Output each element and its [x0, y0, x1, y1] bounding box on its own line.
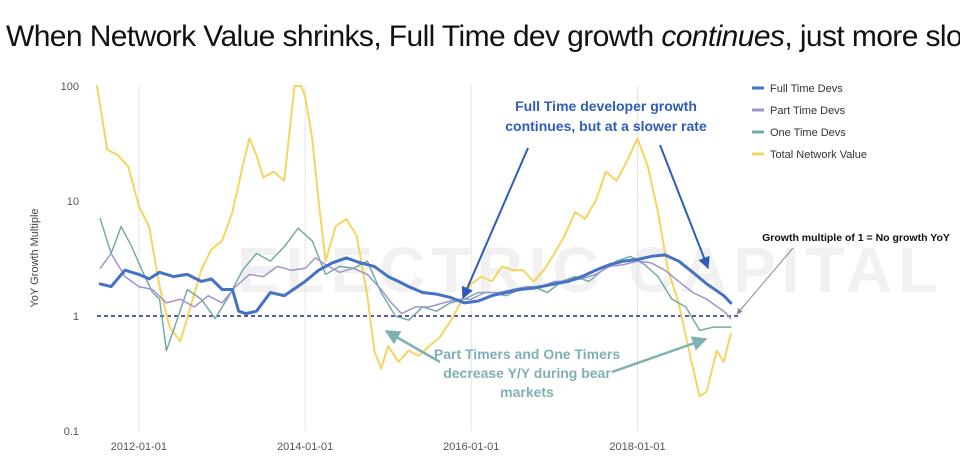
- y-tick-label: 1: [73, 311, 79, 323]
- title-emphasis: continues: [661, 20, 785, 53]
- annotation-full-time-line: continues, but at a slower rate: [505, 118, 707, 134]
- series-line-total-network-value: [96, 85, 732, 398]
- y-tick-label: 10: [67, 196, 79, 208]
- legend-label-total-network-value: Total Network Value: [770, 149, 867, 161]
- series-line-part-time-devs: [99, 252, 732, 320]
- x-tick-label: 2012-01-01: [111, 441, 167, 453]
- annotation-arrow-growth: [736, 247, 794, 315]
- slide-title: When Network Value shrinks, Full Time de…: [6, 20, 960, 54]
- legend-label-one-time-devs: One Time Devs: [770, 127, 846, 139]
- annotation-part-one-line: markets: [500, 384, 554, 400]
- y-tick-label: 0.1: [64, 426, 79, 438]
- annotation-arrow-full-time-left: [461, 147, 529, 300]
- title-part-1: When Network Value shrinks, Full Time de…: [6, 20, 662, 53]
- annotation-part-one-line: decrease Y/Y during bear: [443, 365, 611, 381]
- watermark: ELECTRIC CAPITAL: [237, 234, 943, 306]
- annotation-arrow-part-one-right: [611, 336, 708, 374]
- annotation-growth-line: Growth multiple of 1 = No growth YoY: [762, 232, 950, 244]
- series-line-full-time-devs: [98, 253, 733, 316]
- x-tick-label: 2018-01-01: [609, 441, 665, 453]
- x-tick-label: 2016-01-01: [443, 441, 499, 453]
- y-axis-label: YoY Growth Multiple: [29, 208, 41, 307]
- legend-label-full-time-devs: Full Time Devs: [770, 83, 843, 95]
- x-tick-label: 2014-01-01: [277, 441, 333, 453]
- annotation-arrow-part-one-left: [384, 329, 441, 364]
- annotation-part-one-line: Part Timers and One Timers: [434, 346, 620, 362]
- title-part-2: , just more slowly: [784, 20, 960, 53]
- y-tick-label: 100: [61, 81, 79, 93]
- legend-label-part-time-devs: Part Time Devs: [770, 105, 846, 117]
- annotation-full-time-line: Full Time developer growth: [515, 98, 697, 114]
- annotation-arrow-full-time-right: [659, 144, 710, 270]
- series-line-one-time-devs: [99, 218, 732, 352]
